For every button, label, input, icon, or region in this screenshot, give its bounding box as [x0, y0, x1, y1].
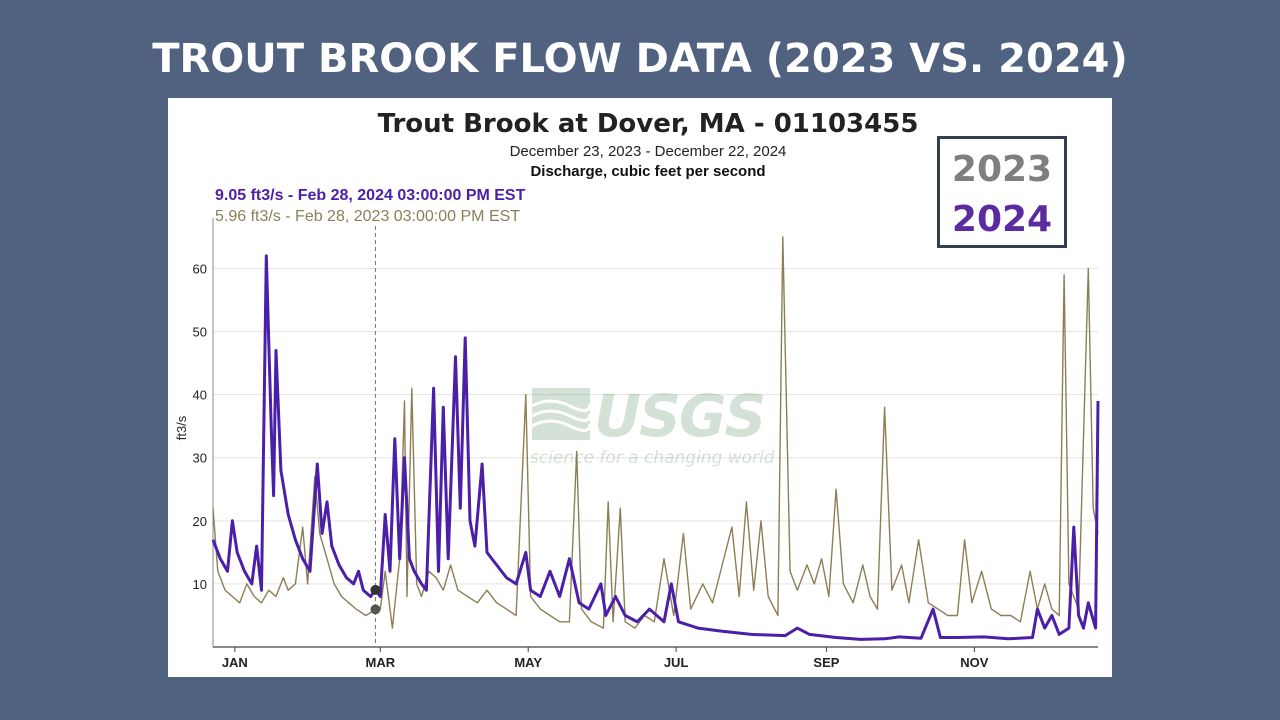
cursor-readout-2024: 9.05 ft3/s - Feb 28, 2024 03:00:00 PM ES…	[215, 187, 526, 204]
x-tick-label: MAY	[514, 655, 542, 670]
cursor-point-2023	[370, 604, 381, 615]
legend-2024: 2024	[951, 199, 1053, 240]
cursor-point-2024	[370, 584, 381, 595]
usgs-wave-icon	[531, 388, 592, 440]
y-tick-label: 50	[193, 325, 207, 340]
usgs-watermark: USGS science for a changing world	[530, 382, 775, 472]
x-tick-label: SEP	[813, 655, 839, 670]
series-line-2024	[211, 254, 1100, 641]
x-tick-label: JAN	[222, 655, 248, 670]
x-tick-label: MAR	[365, 655, 395, 670]
chart-title: Trout Brook at Dover, MA - 01103455	[378, 109, 919, 139]
slide-title: TROUT BROOK FLOW DATA (2023 VS. 2024)	[152, 36, 1128, 82]
y-tick-label: 40	[193, 388, 207, 403]
x-tick-label: NOV	[960, 655, 989, 670]
legend-2023: 2023	[951, 149, 1053, 190]
x-tick-label: JUL	[664, 655, 689, 670]
y-tick-label: 20	[193, 514, 207, 529]
chart-panel: Trout Brook at Dover, MA - 01103455 Dece…	[168, 98, 1112, 677]
hydrograph-chart[interactable]: Trout Brook at Dover, MA - 01103455 Dece…	[168, 98, 1112, 677]
series-line-2023	[212, 236, 1099, 629]
y-tick-label: 10	[193, 577, 207, 592]
chart-parameter: Discharge, cubic feet per second	[530, 163, 765, 180]
usgs-logo-text: USGS	[594, 382, 766, 450]
y-axis-label: ft3/s	[174, 415, 189, 440]
year-legend: 2023 2024	[937, 136, 1067, 248]
y-tick-label: 60	[193, 261, 207, 276]
y-tick-label: 30	[193, 451, 207, 466]
cursor-readout-2023: 5.96 ft3/s - Feb 28, 2023 03:00:00 PM ES…	[215, 208, 520, 225]
chart-subtitle: December 23, 2023 - December 22, 2024	[510, 143, 787, 160]
usgs-tagline: science for a changing world	[530, 448, 775, 468]
